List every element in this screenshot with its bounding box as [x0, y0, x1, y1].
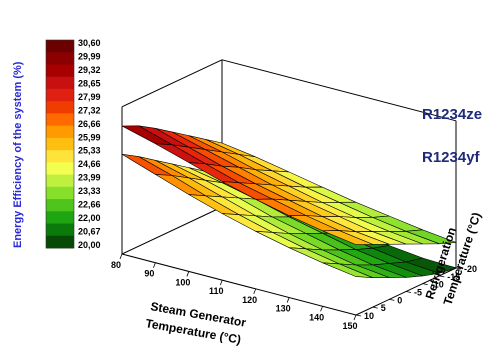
x-tick-mark — [119, 253, 123, 260]
colorbar-swatch — [46, 101, 74, 114]
colorbar-swatch — [46, 137, 74, 151]
surface-cell — [322, 230, 373, 245]
x-tick-mark — [320, 306, 323, 312]
x-tick-label: 120 — [242, 295, 257, 305]
z-tick-mark — [405, 291, 412, 293]
frame-edge — [121, 59, 223, 108]
z-tick-mark — [439, 275, 445, 278]
colorbar-tick-label: 24,66 — [78, 159, 101, 169]
x-tick-mark — [153, 262, 156, 268]
z-tick-label: 10 — [364, 311, 374, 321]
z-tick-label: -5 — [414, 288, 422, 298]
x-tick-label: 80 — [111, 260, 121, 270]
colorbar-swatch — [46, 52, 74, 65]
x-tick-label: 140 — [309, 312, 324, 322]
z-tick-mark — [389, 298, 395, 301]
surface-r1234ze — [121, 125, 457, 245]
colorbar-tick-label: 22,66 — [78, 200, 101, 210]
colorbar-swatch — [46, 76, 74, 90]
colorbar-swatch — [46, 162, 74, 175]
colorbar-swatch — [46, 174, 74, 188]
colorbar-swatch — [46, 199, 74, 212]
colorbar-tick-label: 22,00 — [78, 213, 101, 223]
surfaces — [121, 125, 458, 279]
colorbar-swatch — [46, 113, 74, 127]
colorbar-swatch — [46, 211, 74, 224]
colorbar-tick-label: 27,32 — [78, 105, 101, 115]
z-tick-mark — [372, 306, 378, 309]
colorbar-tick-label: 26,66 — [78, 119, 101, 129]
colorbar-tick-label: 20,67 — [78, 227, 101, 237]
colorbar-tick-label: 27,99 — [78, 92, 101, 102]
series-label-r1234ze: R1234ze — [422, 106, 482, 123]
x-tick-label: 150 — [342, 321, 357, 331]
z-tick-mark — [455, 267, 462, 270]
x-tick-mark — [353, 314, 357, 321]
z-tick-mark — [355, 314, 362, 317]
colorbar-border — [45, 39, 75, 249]
x-tick-mark — [286, 297, 290, 303]
series-label-r1234yf: R1234yf — [422, 149, 481, 166]
z-tick-label: -10 — [431, 280, 444, 290]
frame-edge — [221, 59, 457, 122]
z-tick-label: 0 — [397, 295, 402, 305]
colorbar-swatch — [46, 235, 74, 249]
colorbar-tick-label: 25,99 — [78, 132, 101, 142]
z-tick-label: -20 — [464, 264, 477, 274]
colorbar-swatch — [46, 64, 74, 78]
z-tick-label: -15 — [447, 272, 460, 282]
colorbar-tick-label: 28,65 — [78, 78, 101, 88]
x-tick-mark — [186, 271, 190, 277]
colorbar-tick-label: 23,99 — [78, 173, 101, 183]
colorbar-tick-label: 20,00 — [78, 240, 101, 250]
colorbar: 30,60 29,99 29,32 28,65 27,99 27,32 26,66 25,99… — [45, 38, 101, 250]
y-axis-title: Energy Efficiency of the system (%) — [12, 61, 24, 248]
colorbar-swatch — [46, 40, 74, 53]
z-axis-ticks: 10 5 0 -5 -10-15 -20 — [355, 264, 477, 321]
x-tick-label: 90 — [144, 269, 154, 279]
x-tick-label: 110 — [209, 286, 224, 296]
colorbar-tick-label: 23,33 — [78, 186, 101, 196]
colorbar-swatch — [46, 223, 74, 237]
frame-edge — [121, 253, 357, 316]
x-tick-label: 100 — [175, 277, 190, 287]
colorbar-swatch — [46, 125, 74, 139]
x-tick-mark — [219, 279, 223, 286]
colorbar-swatch — [46, 150, 74, 163]
colorbar-tick-label: 25,33 — [78, 146, 101, 156]
colorbar-tick-label: 29,32 — [78, 65, 101, 75]
x-axis-ticks: 80 90 100 110 120 130 140 150 — [111, 253, 358, 331]
colorbar-tick-label: 29,99 — [78, 52, 101, 62]
z-tick-label: 5 — [381, 303, 386, 313]
x-tick-mark — [253, 288, 257, 295]
surface-cell — [322, 262, 373, 278]
colorbar-swatch — [46, 88, 74, 102]
z-tick-mark — [422, 283, 428, 286]
x-tick-label: 130 — [276, 304, 291, 314]
frame-edge — [121, 206, 223, 255]
colorbar-tick-label: 30,60 — [78, 38, 101, 48]
colorbar-swatch — [46, 186, 74, 200]
